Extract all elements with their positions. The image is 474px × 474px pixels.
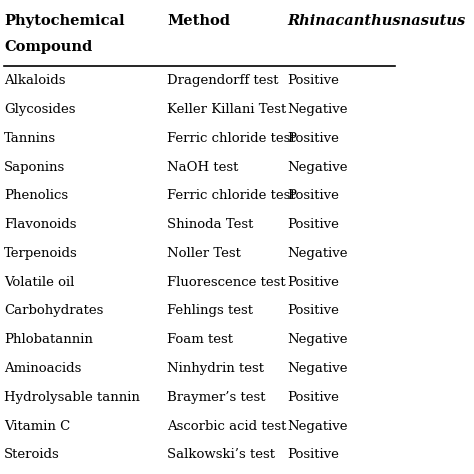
Text: Fehlings test: Fehlings test <box>167 304 254 318</box>
Text: Negative: Negative <box>287 362 347 375</box>
Text: Negative: Negative <box>287 247 347 260</box>
Text: Volatile oil: Volatile oil <box>4 276 74 289</box>
Text: Noller Test: Noller Test <box>167 247 241 260</box>
Text: Positive: Positive <box>287 218 339 231</box>
Text: Positive: Positive <box>287 190 339 202</box>
Text: Fluorescence test: Fluorescence test <box>167 276 286 289</box>
Text: Positive: Positive <box>287 276 339 289</box>
Text: Flavonoids: Flavonoids <box>4 218 76 231</box>
Text: Ferric chloride test: Ferric chloride test <box>167 190 296 202</box>
Text: Phytochemical: Phytochemical <box>4 14 125 28</box>
Text: Positive: Positive <box>287 448 339 461</box>
Text: Negative: Negative <box>287 161 347 173</box>
Text: Tannins: Tannins <box>4 132 56 145</box>
Text: Compound: Compound <box>4 40 92 55</box>
Text: Dragendorff test: Dragendorff test <box>167 74 279 87</box>
Text: Saponins: Saponins <box>4 161 65 173</box>
Text: NaOH test: NaOH test <box>167 161 239 173</box>
Text: Keller Killani Test: Keller Killani Test <box>167 103 287 116</box>
Text: Shinoda Test: Shinoda Test <box>167 218 254 231</box>
Text: Ninhydrin test: Ninhydrin test <box>167 362 264 375</box>
Text: Rhinacanthusnasutus: Rhinacanthusnasutus <box>287 14 465 28</box>
Text: Terpenoids: Terpenoids <box>4 247 78 260</box>
Text: Braymer’s test: Braymer’s test <box>167 391 266 404</box>
Text: Ferric chloride test: Ferric chloride test <box>167 132 296 145</box>
Text: Salkowski’s test: Salkowski’s test <box>167 448 275 461</box>
Text: Positive: Positive <box>287 74 339 87</box>
Text: Glycosides: Glycosides <box>4 103 75 116</box>
Text: Ascorbic acid test: Ascorbic acid test <box>167 419 287 433</box>
Text: Carbohydrates: Carbohydrates <box>4 304 103 318</box>
Text: Vitamin C: Vitamin C <box>4 419 70 433</box>
Text: Phlobatannin: Phlobatannin <box>4 333 93 346</box>
Text: Negative: Negative <box>287 333 347 346</box>
Text: Steroids: Steroids <box>4 448 60 461</box>
Text: Alkaloids: Alkaloids <box>4 74 65 87</box>
Text: Negative: Negative <box>287 103 347 116</box>
Text: Positive: Positive <box>287 132 339 145</box>
Text: Positive: Positive <box>287 391 339 404</box>
Text: Hydrolysable tannin: Hydrolysable tannin <box>4 391 140 404</box>
Text: Negative: Negative <box>287 419 347 433</box>
Text: Positive: Positive <box>287 304 339 318</box>
Text: Aminoacids: Aminoacids <box>4 362 82 375</box>
Text: Foam test: Foam test <box>167 333 233 346</box>
Text: Method: Method <box>167 14 230 28</box>
Text: Phenolics: Phenolics <box>4 190 68 202</box>
